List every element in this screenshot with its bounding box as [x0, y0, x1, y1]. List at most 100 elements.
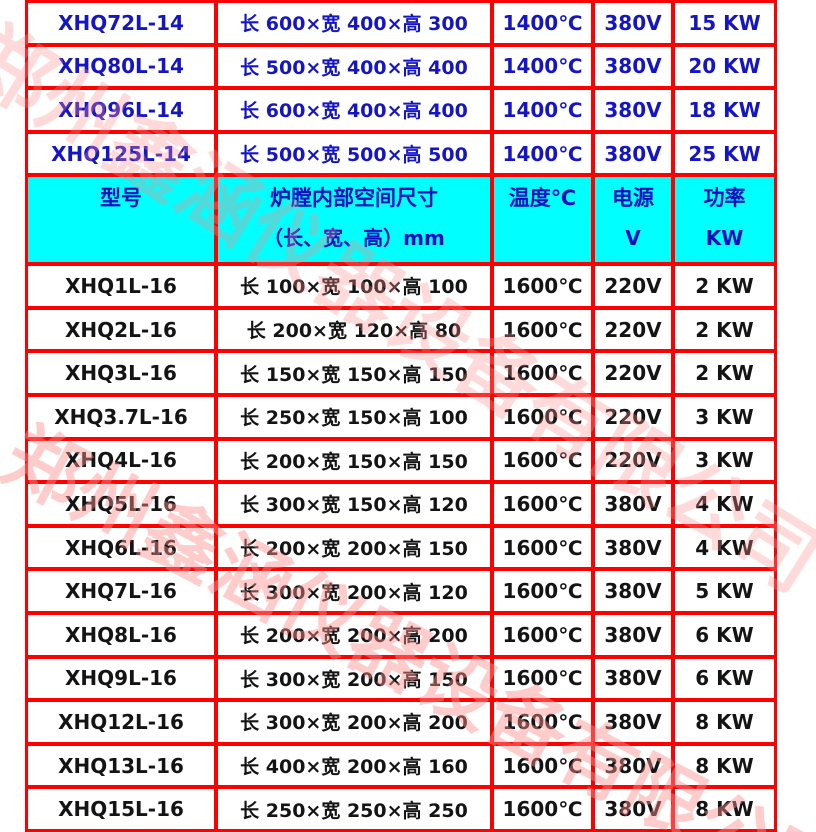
cell-dimensions: 长 600×宽 400×高 400 [218, 90, 490, 130]
cell-temperature: 1600℃ [494, 484, 591, 524]
header-line2: V [625, 226, 641, 251]
cell-model: XHQ3L-16 [28, 353, 214, 393]
cell-model: XHQ4L-16 [28, 440, 214, 481]
cell-dimensions: 长 500×宽 500×高 500 [218, 133, 490, 174]
cell-temperature: 1400℃ [494, 90, 591, 130]
furnace-spec-table: XHQ72L-14 长 600×宽 400×高 300 1400℃ 380V 1… [25, 0, 777, 832]
cell-dimensions: 长 200×宽 200×高 200 [218, 614, 490, 655]
cell-temperature: 1600℃ [494, 396, 591, 437]
cell-temperature: 1600℃ [494, 614, 591, 655]
cell-voltage: 380V [595, 745, 671, 786]
cell-temperature: 1400℃ [494, 133, 591, 174]
cell-dimensions: 长 200×宽 120×高 80 [218, 309, 490, 350]
cell-voltage: 220V [595, 266, 671, 306]
cell-voltage: 380V [595, 484, 671, 524]
header-line1: 功率 [703, 186, 746, 211]
cell-power: 2 KW [675, 353, 774, 393]
cell-model: XHQ7L-16 [28, 571, 214, 611]
header-line1: 炉膛内部空间尺寸 [270, 186, 438, 211]
cell-model: XHQ80L-14 [28, 46, 214, 87]
cell-dimensions: 长 250×宽 150×高 100 [218, 396, 490, 437]
cell-voltage: 380V [595, 571, 671, 611]
cell-power: 18 KW [675, 90, 774, 130]
cell-dimensions: 长 300×宽 200×高 150 [218, 658, 490, 699]
header-line1: 电源 [612, 186, 654, 211]
cell-dimensions: 长 500×宽 400×高 400 [218, 46, 490, 87]
cell-dimensions: 长 300×宽 200×高 120 [218, 571, 490, 611]
cell-temperature: 1600℃ [494, 527, 591, 568]
cell-model: XHQ13L-16 [28, 745, 214, 786]
cell-power: 3 KW [675, 396, 774, 437]
cell-model: XHQ8L-16 [28, 614, 214, 655]
cell-power: 6 KW [675, 614, 774, 655]
cell-temperature: 1600℃ [494, 440, 591, 481]
cell-power: 3 KW [675, 440, 774, 481]
cell-model: XHQ6L-16 [28, 527, 214, 568]
header-line2: KW [705, 226, 744, 251]
cell-model: XHQ3.7L-16 [28, 396, 214, 437]
cell-voltage: 380V [595, 789, 671, 829]
cell-power: 8 KW [675, 702, 774, 742]
cell-dimensions: 长 150×宽 150×高 150 [218, 353, 490, 393]
cell-model: XHQ5L-16 [28, 484, 214, 524]
cell-dimensions: 长 200×宽 200×高 150 [218, 527, 490, 568]
cell-voltage: 380V [595, 133, 671, 174]
cell-dimensions: 长 200×宽 150×高 150 [218, 440, 490, 481]
cell-model: XHQ96L-14 [28, 90, 214, 130]
cell-model: XHQ15L-16 [28, 789, 214, 829]
cell-power: 4 KW [675, 527, 774, 568]
cell-temperature: 1600℃ [494, 745, 591, 786]
cell-power: 2 KW [675, 266, 774, 306]
cell-model: XHQ12L-16 [28, 702, 214, 742]
cell-dimensions: 长 300×宽 150×高 120 [218, 484, 490, 524]
cell-dimensions: 长 300×宽 200×高 200 [218, 702, 490, 742]
cell-power: 2 KW [675, 309, 774, 350]
cell-power: 15 KW [675, 3, 774, 43]
cell-temperature: 1600℃ [494, 571, 591, 611]
cell-temperature: 1600℃ [494, 266, 591, 306]
cell-power: 5 KW [675, 571, 774, 611]
header-line1: 温度℃ [508, 186, 577, 211]
cell-voltage: 220V [595, 440, 671, 481]
cell-model: XHQ72L-14 [28, 3, 214, 43]
cell-voltage: 380V [595, 527, 671, 568]
cell-temperature: 1600℃ [494, 309, 591, 350]
cell-power: 20 KW [675, 46, 774, 87]
cell-temperature: 1400℃ [494, 3, 591, 43]
cell-temperature: 1600℃ [494, 702, 591, 742]
cell-dimensions: 长 400×宽 200×高 160 [218, 745, 490, 786]
column-header-model: 型号 [28, 177, 214, 263]
column-header-voltage: 电源 V [595, 177, 671, 263]
header-line1: 型号 [100, 186, 142, 211]
cell-power: 8 KW [675, 789, 774, 829]
cell-temperature: 1600℃ [494, 658, 591, 699]
cell-voltage: 380V [595, 3, 671, 43]
cell-voltage: 220V [595, 396, 671, 437]
header-line2: （长、宽、高）mm [263, 226, 445, 251]
cell-power: 8 KW [675, 745, 774, 786]
cell-voltage: 380V [595, 658, 671, 699]
cell-voltage: 220V [595, 353, 671, 393]
column-header-power: 功率 KW [675, 177, 774, 263]
column-header-dimensions: 炉膛内部空间尺寸 （长、宽、高）mm [218, 177, 490, 263]
cell-voltage: 380V [595, 702, 671, 742]
cell-voltage: 380V [595, 46, 671, 87]
cell-model: XHQ125L-14 [28, 133, 214, 174]
cell-temperature: 1600℃ [494, 789, 591, 829]
cell-power: 25 KW [675, 133, 774, 174]
cell-voltage: 380V [595, 614, 671, 655]
cell-dimensions: 长 250×宽 250×高 250 [218, 789, 490, 829]
cell-dimensions: 长 100×宽 100×高 100 [218, 266, 490, 306]
cell-model: XHQ1L-16 [28, 266, 214, 306]
cell-temperature: 1400℃ [494, 46, 591, 87]
cell-temperature: 1600℃ [494, 353, 591, 393]
cell-dimensions: 长 600×宽 400×高 300 [218, 3, 490, 43]
cell-voltage: 220V [595, 309, 671, 350]
cell-model: XHQ9L-16 [28, 658, 214, 699]
cell-model: XHQ2L-16 [28, 309, 214, 350]
column-header-temperature: 温度℃ [494, 177, 591, 263]
cell-power: 6 KW [675, 658, 774, 699]
cell-power: 4 KW [675, 484, 774, 524]
cell-voltage: 380V [595, 90, 671, 130]
